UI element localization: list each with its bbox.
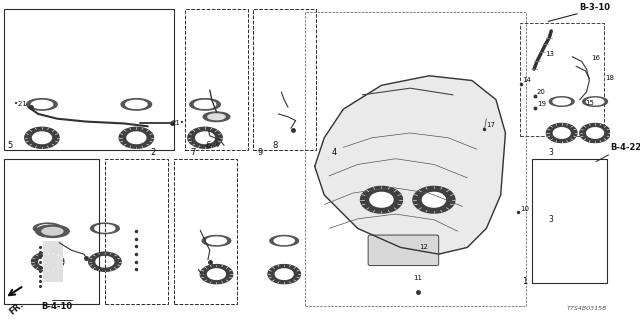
Polygon shape [33, 132, 51, 144]
Text: 16: 16 [591, 55, 600, 61]
Polygon shape [31, 252, 64, 271]
Polygon shape [370, 192, 393, 207]
Bar [185, 9, 248, 150]
Text: 20: 20 [537, 89, 546, 95]
Ellipse shape [208, 114, 225, 120]
Text: 18: 18 [605, 75, 614, 81]
Text: 10: 10 [520, 206, 529, 212]
Polygon shape [274, 237, 294, 244]
Text: B-3-10: B-3-10 [579, 3, 610, 12]
Bar [105, 159, 168, 304]
Polygon shape [91, 223, 119, 234]
Polygon shape [207, 237, 227, 244]
Text: B-4-10: B-4-10 [42, 302, 73, 311]
Bar [532, 159, 607, 283]
Text: 8: 8 [272, 141, 277, 150]
Text: •21: •21 [14, 101, 27, 107]
Text: 14: 14 [523, 77, 531, 84]
Text: 3: 3 [548, 215, 553, 224]
Polygon shape [270, 236, 298, 246]
Polygon shape [554, 128, 570, 138]
Bar [305, 12, 527, 306]
Text: 21•: 21• [172, 120, 184, 126]
Polygon shape [549, 97, 574, 106]
Polygon shape [27, 99, 57, 110]
Polygon shape [96, 257, 114, 267]
Text: FR.: FR. [8, 300, 26, 317]
Ellipse shape [36, 225, 69, 237]
Bar [520, 23, 604, 136]
Polygon shape [275, 269, 293, 279]
Polygon shape [202, 236, 231, 246]
Text: 13: 13 [545, 51, 554, 57]
Polygon shape [586, 98, 604, 105]
Text: 6: 6 [205, 141, 211, 150]
Text: 17: 17 [486, 122, 495, 128]
Bar [43, 241, 62, 281]
Polygon shape [33, 223, 62, 234]
Text: 1: 1 [522, 276, 527, 285]
Polygon shape [582, 97, 607, 106]
Polygon shape [413, 187, 455, 213]
Ellipse shape [203, 112, 230, 122]
Text: T7S4B03158: T7S4B03158 [566, 306, 607, 311]
Polygon shape [119, 127, 154, 148]
Bar [4, 159, 99, 304]
Bar [253, 9, 316, 150]
Polygon shape [422, 192, 445, 207]
Polygon shape [268, 265, 300, 284]
Polygon shape [587, 128, 604, 138]
Polygon shape [31, 100, 52, 108]
Polygon shape [89, 252, 121, 271]
Text: 12: 12 [420, 244, 429, 250]
Text: 19: 19 [537, 101, 546, 107]
FancyBboxPatch shape [368, 235, 438, 266]
Polygon shape [125, 100, 147, 108]
Polygon shape [121, 99, 152, 110]
Text: 9: 9 [257, 148, 263, 157]
Polygon shape [25, 127, 59, 148]
Text: 15: 15 [586, 100, 595, 106]
Bar [4, 9, 173, 150]
Bar [173, 159, 237, 304]
Polygon shape [580, 124, 611, 142]
Polygon shape [553, 98, 570, 105]
Polygon shape [190, 99, 220, 110]
Ellipse shape [42, 228, 63, 235]
Polygon shape [195, 100, 216, 108]
Text: 4: 4 [332, 148, 337, 157]
Text: 5: 5 [8, 141, 13, 150]
Text: 3: 3 [548, 148, 553, 157]
Polygon shape [38, 225, 58, 232]
Polygon shape [95, 225, 115, 232]
Polygon shape [188, 127, 222, 148]
Polygon shape [207, 269, 225, 279]
Text: 7: 7 [191, 148, 196, 157]
Text: B-4-22: B-4-22 [611, 143, 640, 152]
Polygon shape [315, 76, 506, 254]
Polygon shape [196, 132, 214, 144]
Polygon shape [39, 257, 56, 267]
Polygon shape [200, 265, 233, 284]
Polygon shape [360, 187, 403, 213]
Polygon shape [127, 132, 146, 144]
Text: 11: 11 [413, 275, 422, 281]
Polygon shape [547, 124, 577, 142]
Text: 2: 2 [150, 148, 156, 157]
